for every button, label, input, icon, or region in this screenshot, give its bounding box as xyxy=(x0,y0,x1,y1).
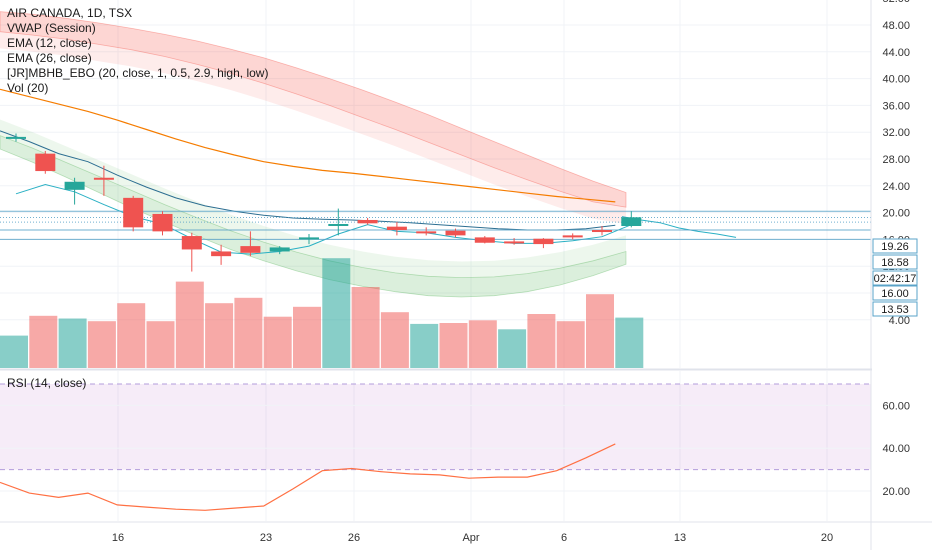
legend-mbhb-ebo[interactable]: [JR]MBHB_EBO (20, close, 1, 0.5, 2.9, hi… xyxy=(7,66,269,80)
candle-body xyxy=(299,237,319,240)
x-tick-label: 23 xyxy=(260,532,272,544)
volume-bar xyxy=(615,317,644,368)
volume-bar xyxy=(293,306,321,368)
candle-body xyxy=(386,226,407,231)
volume-bar xyxy=(380,312,409,368)
candle-body xyxy=(64,181,85,190)
candle-body xyxy=(416,231,437,234)
volume-bar xyxy=(87,321,116,368)
volume-bar xyxy=(498,329,527,368)
volume-bar xyxy=(175,281,204,368)
volume-bar xyxy=(468,320,497,368)
candle-body xyxy=(533,238,554,245)
volume-bar xyxy=(439,323,468,368)
volume-bar xyxy=(58,318,87,368)
candle-body xyxy=(562,235,583,238)
legend-vwap[interactable]: VWAP (Session) xyxy=(7,21,96,35)
vwap-session-line xyxy=(15,183,632,255)
volume-bar xyxy=(234,297,263,368)
volume-bar xyxy=(322,258,351,368)
candle-body xyxy=(181,236,202,250)
candle-body xyxy=(328,223,349,226)
price-badge xyxy=(872,270,918,286)
legend-ema26[interactable]: EMA (26, close) xyxy=(7,51,92,65)
price-badge-label: 18.58 xyxy=(881,257,909,269)
rsi-tick-label: 20.00 xyxy=(882,486,910,498)
y-tick-label: 4.00 xyxy=(889,315,910,327)
rsi-tick-label: 60.00 xyxy=(882,400,910,412)
legend-volume[interactable]: Vol (20) xyxy=(7,81,49,95)
price-badge xyxy=(872,301,918,317)
y-tick-label: 40.00 xyxy=(882,74,910,86)
candle-body xyxy=(269,247,290,252)
price-badge-label: 19.26 xyxy=(881,241,909,253)
x-axis-ticks: 16 23 26 Apr 6 13 20 xyxy=(112,532,833,544)
x-tick-label: 26 xyxy=(348,532,360,544)
candle-body xyxy=(240,246,261,253)
volume-bars xyxy=(0,258,644,368)
x-tick-label: Apr xyxy=(462,532,479,544)
y-tick-label: 28.00 xyxy=(882,154,910,166)
candle-body xyxy=(592,230,612,233)
candle-body xyxy=(152,213,173,232)
lower-band-outer xyxy=(0,135,627,298)
volume-bar xyxy=(527,314,556,368)
legend-ema12[interactable]: EMA (12, close) xyxy=(7,36,92,50)
upper-band-inner xyxy=(0,31,626,225)
candle-body xyxy=(6,136,26,139)
rsi-band xyxy=(0,384,871,470)
price-badge-label: 13.53 xyxy=(881,304,909,316)
x-tick-label: 13 xyxy=(674,532,686,544)
candle-body xyxy=(35,153,56,172)
upper-band-outer xyxy=(0,11,627,208)
candle-body xyxy=(357,219,378,224)
volume-bar xyxy=(205,303,234,368)
price-badge-label: 02:42:17 xyxy=(874,273,917,285)
volume-bar xyxy=(410,323,439,368)
candle-body xyxy=(123,197,144,228)
rsi-legend[interactable]: RSI (14, close) xyxy=(7,376,87,390)
volume-bar xyxy=(586,294,614,368)
candle-body xyxy=(211,251,232,257)
price-badge-label: 16.00 xyxy=(881,288,909,300)
x-tick-label: 6 xyxy=(561,532,567,544)
candle-body xyxy=(504,241,525,244)
volume-bar xyxy=(146,321,175,368)
main-legend: AIR CANADA, 1D, TSX VWAP (Session) EMA (… xyxy=(7,6,268,96)
price-badge xyxy=(872,238,918,254)
y-tick-label: 44.00 xyxy=(882,47,910,59)
volume-bar xyxy=(0,335,28,368)
y-tick-label: 32.00 xyxy=(882,127,910,139)
volume-bar xyxy=(556,321,585,368)
x-tick-label: 20 xyxy=(821,532,833,544)
rsi-tick-label: 40.00 xyxy=(882,443,910,455)
ema12-line xyxy=(0,130,616,231)
y-tick-label: 36.00 xyxy=(882,100,910,112)
x-tick-label: 16 xyxy=(112,532,124,544)
price-badge xyxy=(872,254,918,270)
ema26-line xyxy=(0,88,616,203)
volume-bar xyxy=(29,315,58,368)
volume-bar xyxy=(263,316,292,368)
candle-body xyxy=(621,217,642,226)
y-tick-label: 20.00 xyxy=(882,208,910,220)
candle-body xyxy=(445,230,466,236)
price-badge xyxy=(872,285,918,301)
candle-body xyxy=(474,237,495,243)
candle-body xyxy=(93,177,114,180)
y-tick-label: 52.00 xyxy=(882,0,910,5)
rsi-line xyxy=(0,443,616,511)
lower-band-inner xyxy=(0,119,626,278)
volume-bar xyxy=(117,303,146,368)
chart-title: AIR CANADA, 1D, TSX xyxy=(7,6,133,20)
candles xyxy=(6,133,642,272)
volume-bar xyxy=(351,287,380,368)
y-tick-label: 48.00 xyxy=(882,20,910,32)
y-tick-label: 24.00 xyxy=(882,181,910,193)
